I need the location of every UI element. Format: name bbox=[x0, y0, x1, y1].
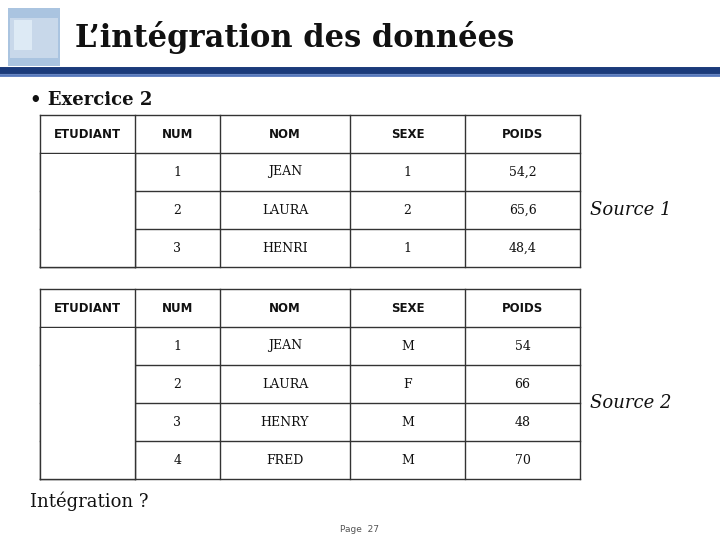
Text: 3: 3 bbox=[174, 415, 181, 429]
Text: JEAN: JEAN bbox=[268, 340, 302, 353]
Text: Source 1: Source 1 bbox=[590, 201, 672, 219]
Text: M: M bbox=[401, 340, 414, 353]
Text: 54: 54 bbox=[515, 340, 531, 353]
Text: 48,4: 48,4 bbox=[508, 241, 536, 254]
Text: NOM: NOM bbox=[269, 301, 301, 314]
Text: Source 2: Source 2 bbox=[590, 394, 672, 412]
Text: ETUDIANT: ETUDIANT bbox=[54, 301, 121, 314]
Bar bbox=[40, 289, 580, 479]
Text: Intégration ?: Intégration ? bbox=[30, 491, 148, 511]
Text: F: F bbox=[403, 377, 412, 390]
Text: 1: 1 bbox=[174, 165, 181, 179]
Text: 2: 2 bbox=[404, 204, 411, 217]
Text: LAURA: LAURA bbox=[262, 204, 308, 217]
Text: 65,6: 65,6 bbox=[508, 204, 536, 217]
Text: NUM: NUM bbox=[162, 301, 193, 314]
Text: 1: 1 bbox=[403, 165, 412, 179]
Bar bbox=[40, 115, 580, 267]
Text: HENRI: HENRI bbox=[262, 241, 308, 254]
Bar bbox=[40, 327, 135, 478]
Text: ETUDIANT: ETUDIANT bbox=[54, 127, 121, 140]
Text: 3: 3 bbox=[174, 241, 181, 254]
Text: NUM: NUM bbox=[162, 127, 193, 140]
Bar bbox=[8, 8, 60, 66]
Text: M: M bbox=[401, 454, 414, 467]
Text: FRED: FRED bbox=[266, 454, 304, 467]
Text: 1: 1 bbox=[403, 241, 412, 254]
Text: M: M bbox=[401, 415, 414, 429]
Text: HENRY: HENRY bbox=[261, 415, 310, 429]
Text: L’intégration des données: L’intégration des données bbox=[75, 22, 514, 55]
Bar bbox=[40, 153, 135, 267]
Text: NOM: NOM bbox=[269, 127, 301, 140]
Text: 70: 70 bbox=[515, 454, 531, 467]
Text: 54,2: 54,2 bbox=[509, 165, 536, 179]
Text: POIDS: POIDS bbox=[502, 127, 543, 140]
Text: SEXE: SEXE bbox=[391, 127, 424, 140]
Text: 66: 66 bbox=[515, 377, 531, 390]
Text: 4: 4 bbox=[174, 454, 181, 467]
Bar bbox=[14, 20, 32, 50]
Text: 1: 1 bbox=[174, 340, 181, 353]
Text: SEXE: SEXE bbox=[391, 301, 424, 314]
Text: LAURA: LAURA bbox=[262, 377, 308, 390]
Text: JEAN: JEAN bbox=[268, 165, 302, 179]
Text: 2: 2 bbox=[174, 377, 181, 390]
Text: 2: 2 bbox=[174, 204, 181, 217]
Text: • Exercice 2: • Exercice 2 bbox=[30, 91, 153, 109]
Bar bbox=[10, 18, 58, 58]
Text: POIDS: POIDS bbox=[502, 301, 543, 314]
Text: Page  27: Page 27 bbox=[341, 525, 379, 535]
Text: 48: 48 bbox=[515, 415, 531, 429]
